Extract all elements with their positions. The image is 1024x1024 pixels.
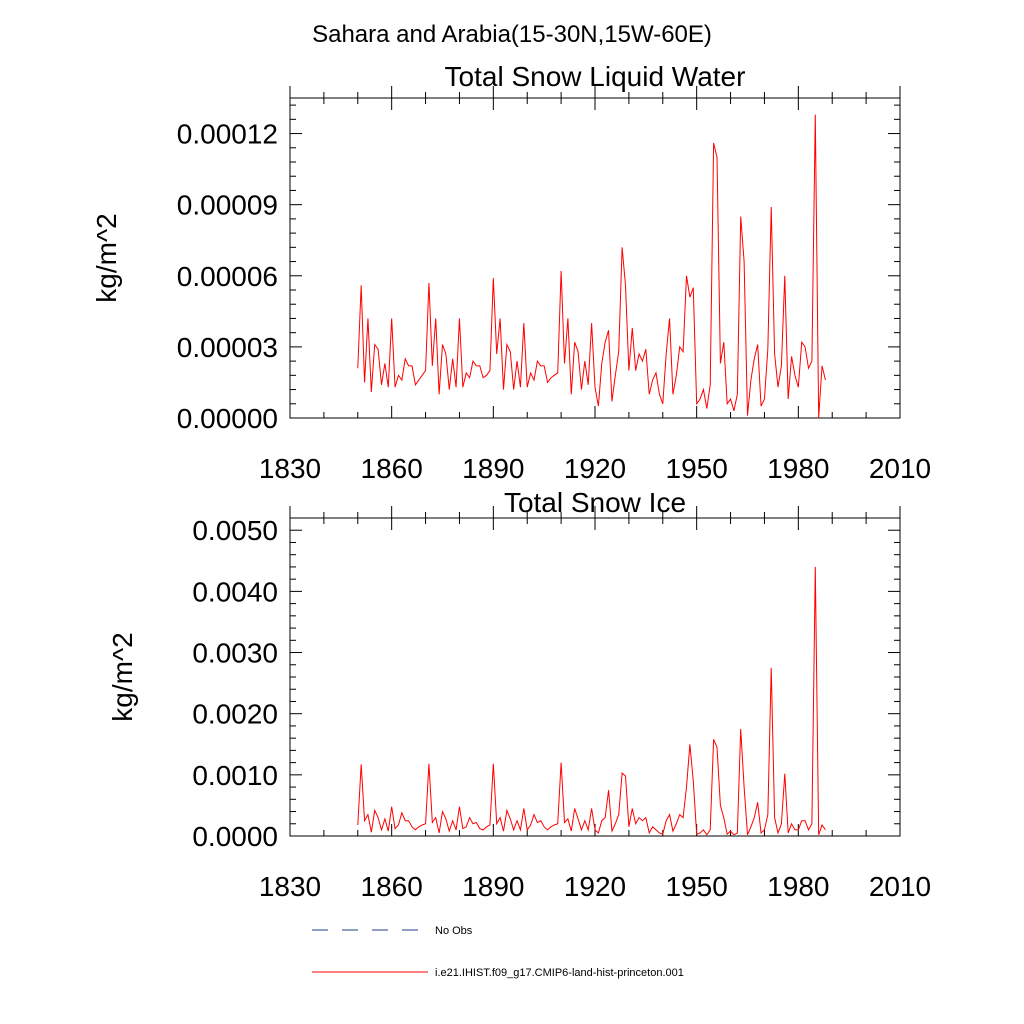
legend-entry-no-obs: No Obs (312, 925, 473, 937)
series-line-model (357, 566, 826, 836)
y-tick-label: 0.00003 (177, 332, 278, 363)
series-line-model (357, 114, 826, 419)
x-tick-label: 1950 (666, 871, 728, 902)
y-tick-label: 0.0010 (192, 760, 278, 791)
page-title: Sahara and Arabia(15-30N,15W-60E) (312, 21, 712, 48)
x-tick-label: 1950 (666, 453, 728, 484)
legend: No Obs i.e21.IHIST.f09_g17.CMIP6-land-hi… (312, 925, 684, 979)
x-tick-label: 1980 (767, 453, 829, 484)
y-tick-label: 0.00000 (177, 403, 278, 434)
y-axis-label: kg/m^2 (91, 213, 122, 302)
x-tick-label: 1920 (564, 453, 626, 484)
plot-frame (289, 97, 901, 419)
x-tick-label: 2010 (869, 453, 931, 484)
x-tick-label: 1890 (462, 871, 524, 902)
y-tick-label: 0.00012 (177, 119, 278, 150)
plot-frame (289, 517, 901, 837)
x-tick-label: 1890 (462, 453, 524, 484)
x-tick-label: 2010 (869, 871, 931, 902)
legend-label-no-obs: No Obs (435, 925, 473, 937)
y-tick-label: 0.0050 (192, 515, 278, 546)
x-tick-label: 1860 (361, 871, 423, 902)
x-tick-label: 1860 (361, 453, 423, 484)
x-tick-label: 1830 (259, 453, 321, 484)
x-tick-label: 1920 (564, 871, 626, 902)
y-tick-label: 0.0020 (192, 699, 278, 730)
y-tick-label: 0.0040 (192, 576, 278, 607)
legend-entry-model: i.e21.IHIST.f09_g17.CMIP6-land-hist-prin… (312, 967, 684, 979)
y-axis-label: kg/m^2 (107, 632, 138, 721)
legend-label-model: i.e21.IHIST.f09_g17.CMIP6-land-hist-prin… (435, 967, 684, 979)
y-tick-label: 0.0000 (192, 821, 278, 852)
x-tick-label: 1980 (767, 871, 829, 902)
y-tick-label: 0.00009 (177, 190, 278, 221)
y-tick-label: 0.00006 (177, 261, 278, 292)
x-tick-label: 1830 (259, 871, 321, 902)
y-tick-label: 0.0030 (192, 638, 278, 669)
